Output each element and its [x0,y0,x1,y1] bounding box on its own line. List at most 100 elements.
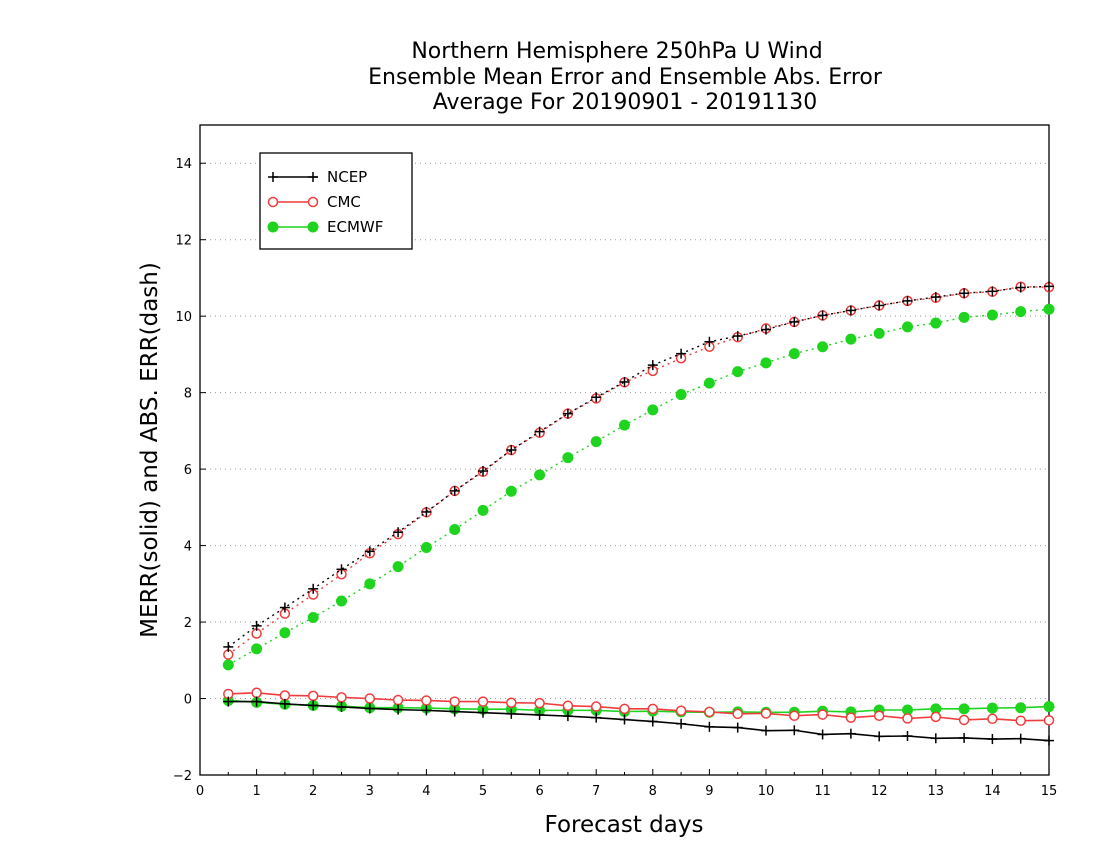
ecmwf-mean-err-point [1043,701,1055,713]
ncep-abs-err-point [336,564,347,575]
ecmwf-abs-err-point [788,348,800,360]
ncep-mean-err-point [789,725,800,736]
chart-title: Northern Hemisphere 250hPa U Wind Ensemb… [368,39,883,115]
cmc-mean-err-point [930,711,942,723]
ecmwf-abs-err-point [420,542,432,553]
y-tick-label: 6 [184,463,192,478]
cmc-mean-err-point [477,696,489,707]
ncep-abs-err-point [562,408,573,419]
ncep-mean-err-point [562,711,573,722]
x-tick-label: 15 [1041,784,1058,799]
y-tick-label: 8 [184,387,192,402]
legend-box [259,152,413,250]
ncep-mean-err-point [1015,733,1026,744]
cmc-mean-err-point [902,713,913,724]
cmc-mean-err-point [251,687,262,699]
ecmwf-abs-err-point [279,627,291,639]
ecmwf-abs-err-point [817,341,829,353]
title-line-3: Average For 20190901 - 20191130 [433,90,818,115]
ncep-abs-err-point [817,310,828,321]
cmc-mean-err-point [279,690,291,701]
cmc-mean-err-point [704,706,715,718]
ncep-mean-err-point [732,722,743,733]
y-tick-label: −2 [173,769,192,784]
ncep-mean-err-point [336,701,347,712]
legend-item-ncep: NCEP [268,168,367,186]
y-tick-label: 12 [175,234,192,249]
ncep-abs-err-point [987,286,998,297]
ncep-mean-err-point [279,698,290,709]
ncep-abs-err-point [308,583,319,594]
legend-marker [268,172,278,182]
ncep-abs-err-point [1044,281,1054,292]
ecmwf-abs-err-point [760,357,772,369]
legend: NCEP CMC ECMWF [259,152,413,250]
cmc-mean-err-point [873,710,885,721]
ncep-abs-err-point [732,331,743,342]
ecmwf-abs-err-point [251,643,263,655]
ecmwf-abs-err-line [227,308,1050,666]
ncep-mean-err-point [817,729,828,740]
ncep-abs-err-point [478,466,488,477]
cmc-mean-err-point [1015,715,1026,726]
cmc-mean-err-point [675,705,687,717]
cmc-mean-err-point [619,703,630,715]
ncep-mean-err-point [874,731,885,742]
x-axis-label: Forecast days [545,812,704,838]
ncep-mean-err-point [902,731,913,741]
ncep-abs-err-point [647,360,658,371]
legend-marker [267,221,279,233]
ncep-abs-err-point [364,546,375,557]
cmc-mean-err-point [958,714,970,726]
y-tick-label: 14 [175,157,192,172]
ecmwf-abs-err-point [1015,306,1027,318]
ecmwf-abs-err-point [449,524,461,536]
x-tick-label: 4 [422,784,430,799]
ncep-abs-err-point [393,527,404,538]
plot-area [222,281,1055,746]
ecmwf-mean-err-point [1015,702,1027,714]
ecmwf-abs-err-point [930,317,942,329]
ncep-abs-err-point [223,641,234,652]
y-axis-label: MERR(solid) and ABS. ERR(dash) [137,262,163,638]
cmc-mean-err-point [364,693,376,704]
ncep-abs-err-point [845,305,856,316]
ncep-abs-err-point [251,620,262,631]
cmc-mean-err-point [1043,715,1055,726]
ecmwf-abs-err-point [505,485,517,497]
cmc-mean-err-point [506,697,517,708]
ncep-mean-err-point [647,716,658,727]
ecmwf-abs-err-point [364,578,376,590]
cmc-mean-err-point [845,712,857,723]
ecmwf-abs-err-point [534,469,546,481]
cmc-mean-err-point [732,708,743,720]
ncep-mean-err-point [761,725,771,736]
cmc-mean-err-point [392,694,404,706]
ncep-mean-err-point [845,728,856,739]
ncep-mean-err-point [987,734,998,745]
ncep-mean-err-point [449,706,460,717]
ncep-mean-err-point [421,705,432,716]
x-tick-label: 10 [758,784,775,799]
legend-label: ECMWF [327,218,383,236]
cmc-mean-err-point [421,695,432,706]
cmc-mean-err-point [647,703,659,715]
cmc-mean-err-point [987,713,998,725]
cmc-mean-err-point [534,697,545,709]
x-tick-label: 3 [366,784,374,799]
legend-item-ecmwf: ECMWF [267,218,383,236]
ncep-mean-err-point [223,696,234,707]
ncep-abs-err-point [591,392,602,403]
series-ncep [223,281,1054,746]
x-tick-label: 6 [535,784,543,799]
ncep-abs-err-point [902,295,913,306]
ncep-abs-err-point [789,316,800,327]
ncep-abs-err-point [619,376,630,387]
y-tick-label: 4 [184,540,192,555]
ncep-abs-err-point [421,506,432,517]
y-tick-label: 10 [175,310,192,325]
cmc-mean-err-point [336,692,347,703]
ncep-mean-err-point [619,714,630,725]
ncep-abs-err-line [227,285,1050,648]
ncep-mean-err-point [1044,735,1054,746]
